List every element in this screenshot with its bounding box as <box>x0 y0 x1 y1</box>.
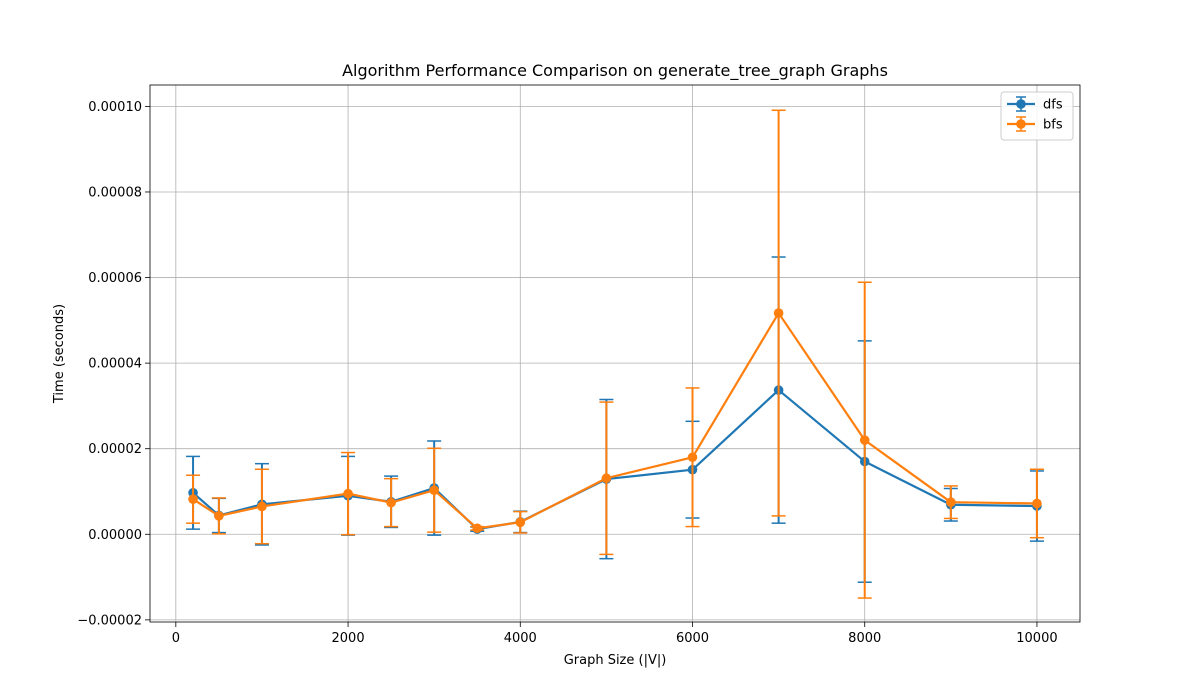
bfs-point <box>946 497 956 507</box>
x-tick-label: 4000 <box>504 631 537 646</box>
legend-marker <box>1016 119 1026 129</box>
legend-marker <box>1016 99 1026 109</box>
bfs-point <box>188 494 198 504</box>
x-tick-label: 0 <box>172 631 180 646</box>
bfs-point <box>601 473 612 484</box>
legend-label: bfs <box>1043 118 1063 133</box>
x-tick-label: 6000 <box>676 631 709 646</box>
x-tick-label: 10000 <box>1016 631 1057 646</box>
y-axis-label: Time (seconds) <box>52 304 67 404</box>
bfs-point <box>687 452 698 463</box>
bfs-point <box>257 501 267 512</box>
bfs-point <box>859 435 870 445</box>
bfs-point <box>214 511 224 521</box>
y-tick-label: 0.00004 <box>88 357 142 372</box>
bfs-point <box>472 523 483 534</box>
axis-ticks: 0 2000 4000 6000 8000 10000 −0.00002 0.00000 0.0… <box>77 100 1057 646</box>
series-layer <box>186 109 1044 599</box>
y-tick-label: 0.00006 <box>88 271 142 286</box>
bfs-point <box>343 488 353 499</box>
bfs-point <box>1032 498 1042 509</box>
y-tick-label: 0.00000 <box>88 528 142 543</box>
x-tick-label: 8000 <box>848 631 881 646</box>
legend-item-dfs: dfs <box>1007 96 1063 113</box>
bfs-point <box>515 517 526 528</box>
bfs-point <box>773 308 784 318</box>
legend-label: dfs <box>1043 98 1063 113</box>
chart-title: Algorithm Performance Comparison on gene… <box>342 61 888 81</box>
y-tick-label: 0.00010 <box>88 100 142 115</box>
x-tick-label: 2000 <box>332 631 365 646</box>
x-axis-label: Graph Size (|V|) <box>564 653 667 668</box>
legend: dfs bfs <box>1000 91 1074 141</box>
bfs-point <box>429 485 439 496</box>
legend-item-bfs: bfs <box>1007 116 1063 133</box>
plot-frame <box>149 84 1081 623</box>
y-tick-label: 0.00002 <box>88 442 142 457</box>
grid <box>150 85 1080 622</box>
y-tick-label: −0.00002 <box>77 613 142 628</box>
y-tick-label: 0.00008 <box>88 185 142 200</box>
bfs-line <box>192 311 1037 530</box>
series-bfs <box>186 109 1044 599</box>
bfs-point <box>386 497 396 508</box>
